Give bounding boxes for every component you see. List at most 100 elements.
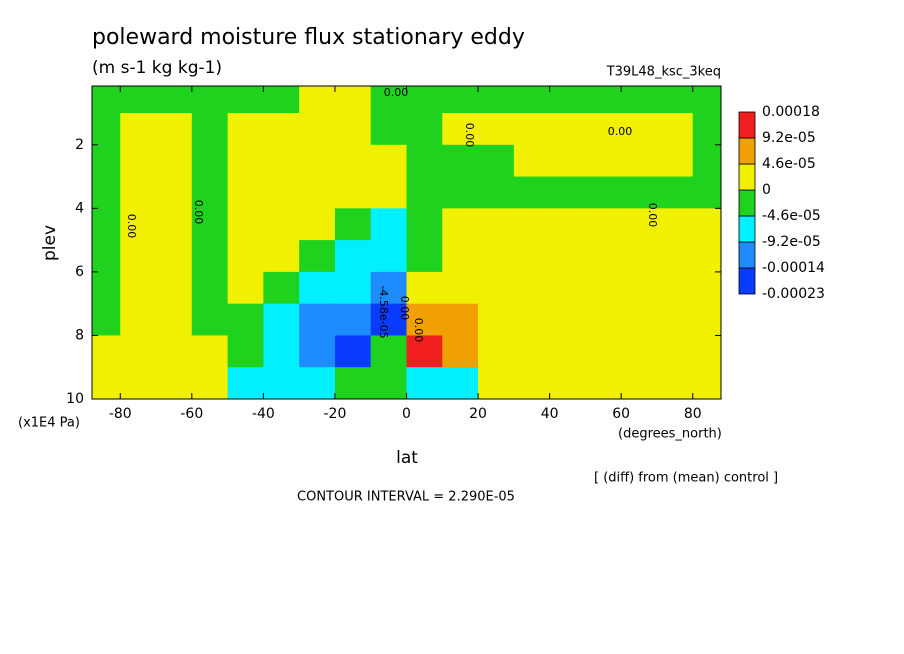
field-cell [585,240,622,273]
x-tick-label: -20 [324,406,347,422]
x-axis-unit: (degrees_north) [618,427,722,442]
field-cell [406,367,443,399]
field-cell [406,303,443,336]
field-cell [442,144,479,178]
field-cell [585,86,622,114]
field-cell [334,240,372,273]
field-cell [478,240,515,273]
field-cell [656,113,694,146]
field-cell [621,303,658,336]
field-cell [549,208,586,241]
field-cell [442,113,479,146]
field-cell [478,367,515,399]
field-cell [334,144,372,178]
field-cell [513,208,551,241]
field-cell [406,208,443,241]
field-cell [370,367,407,399]
field [92,86,721,399]
field-cell [191,86,229,114]
field-cell [585,271,622,305]
field-cell [549,271,586,305]
field-cell [191,271,229,305]
field-cell [120,176,157,209]
field-cell [299,86,336,114]
field-cell [299,113,336,146]
field-cell [227,144,264,178]
field-cell [156,303,193,336]
field-cell [621,367,658,399]
field-cell [299,208,336,241]
contour-label: 0.00 [384,86,409,99]
field-cell [299,144,336,178]
field-cell [299,271,336,305]
field-cell [621,86,658,114]
field-cell [442,271,479,305]
field-cell [478,335,515,368]
field-cell [370,271,407,305]
field-cell [370,176,407,209]
field-cell [513,86,551,114]
field-cell [191,144,229,178]
field-cell [585,335,622,368]
field-cell [513,335,551,368]
field-cell [549,86,586,114]
field-cell [263,113,300,146]
y-tick-label: 6 [75,264,84,280]
field-cell [92,208,121,241]
field-cell [263,144,300,178]
field-cell [478,303,515,336]
contour-label: 0.00 [125,214,138,239]
field-cell [585,176,622,209]
field-cell [442,240,479,273]
field-cell [656,240,694,273]
x-tick-label: 0 [402,406,411,422]
field-cell [263,240,300,273]
field-cell [406,335,443,368]
field-cell [263,335,300,368]
field-cell [334,303,372,336]
field-cell [513,367,551,399]
field-cell [621,208,658,241]
field-cell [513,240,551,273]
field-cell [299,303,336,336]
field-cell [299,335,336,368]
field-cell [299,240,336,273]
field-cell [92,113,121,146]
field-cell [442,335,479,368]
field-cell [692,144,721,178]
field-cell [549,367,586,399]
y-axis-label: plev [40,225,60,261]
field-cell [656,144,694,178]
field-cell [442,208,479,241]
field-cell [191,367,229,399]
field-cell [227,367,264,399]
colorbar-box [738,241,756,269]
field-cell [656,208,694,241]
field-cell [334,367,372,399]
field-cell [406,86,443,114]
field-cell [156,86,193,114]
field-cell [549,176,586,209]
field-cell [406,271,443,305]
field-cell [263,208,300,241]
field-cell [513,271,551,305]
field-cell [621,144,658,178]
contour-label: -4.58e-05 [377,285,390,338]
field-cell [191,335,229,368]
field-cell [92,240,121,273]
field-cell [191,208,229,241]
field-cell [585,303,622,336]
field-cell [406,113,443,146]
field-cell [513,176,551,209]
field-cell [156,240,193,273]
field-cell [120,113,157,146]
field-cell [656,86,694,114]
field-cell [478,113,515,146]
field-cell [227,240,264,273]
field-cell [191,303,229,336]
contour-label: 0.00 [608,125,633,138]
field-cell [370,113,407,146]
chart-subtitle: (m s-1 kg kg-1) [92,58,222,78]
colorbar-label: -9.2e-05 [762,234,821,250]
